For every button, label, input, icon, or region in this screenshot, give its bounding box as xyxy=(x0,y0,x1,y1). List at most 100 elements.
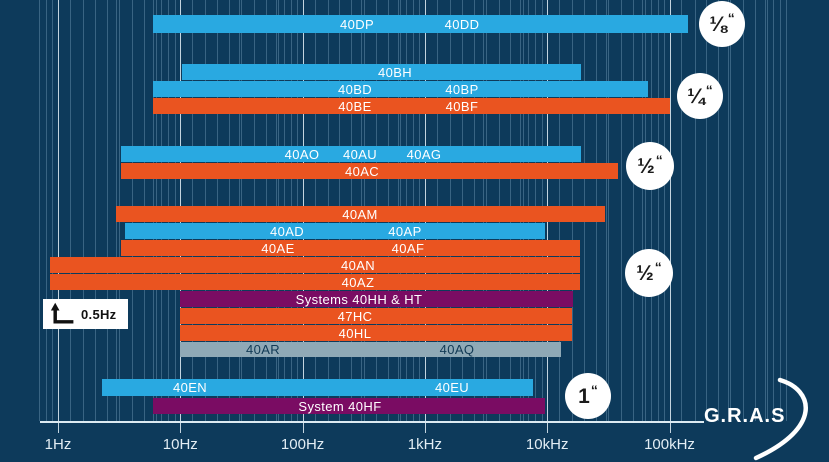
bar-40en-40eu: 40EN 40EU xyxy=(102,379,533,396)
gras-logo: G.R.A.S xyxy=(698,376,829,462)
bar-label: 40BE xyxy=(338,98,372,114)
bar-label: 40AG xyxy=(406,146,442,162)
annotation-text: 0.5Hz xyxy=(81,306,117,322)
bar-label: 40EN xyxy=(172,380,208,395)
size-badge: ½ “ xyxy=(625,249,673,297)
grid-minor-line xyxy=(772,0,774,421)
bar-label: 40AC xyxy=(344,163,380,179)
gras-logo-arc-icon xyxy=(753,377,808,461)
bar-label: 47HC xyxy=(337,308,373,324)
grid-minor-line xyxy=(663,0,665,421)
bar-40am: 40AM xyxy=(116,206,605,222)
inch-mark: “ xyxy=(727,10,735,26)
size-badge: ½ “ xyxy=(626,142,674,190)
axis-tick-label: 10kHz xyxy=(525,436,569,453)
grid-minor-line xyxy=(52,0,54,421)
grid-minor-line xyxy=(620,0,622,421)
bar-label: 40DD xyxy=(444,16,480,32)
size-badge: ⅛ “ xyxy=(699,1,745,47)
grid-minor-line xyxy=(46,0,48,421)
bar-label: 40EU xyxy=(434,380,470,395)
grid-minor-line xyxy=(730,0,732,421)
bar-label: 40AE xyxy=(261,240,295,256)
bar-label: Systems 40HH & HT xyxy=(295,291,423,307)
bar-label: 40AM xyxy=(342,206,378,222)
axis-tick-label: 100kHz xyxy=(644,436,695,453)
grid-minor-line xyxy=(706,0,708,421)
bar-40ar-40aq: 40AR 40AQ xyxy=(180,342,561,357)
inch-mark: “ xyxy=(590,382,598,398)
grid-minor-line xyxy=(743,0,745,421)
grid-minor-line xyxy=(755,0,756,421)
bar-40ad-40ap: 40AD 40AP xyxy=(125,223,545,239)
size-badge-fraction: ⅛ xyxy=(709,12,727,36)
inch-mark: “ xyxy=(654,259,662,275)
grid-decade-line xyxy=(669,0,671,433)
bar-40bd-40bp: 40BD 40BP xyxy=(153,81,648,97)
grid-minor-line xyxy=(632,0,634,421)
grid-decade-line xyxy=(58,0,59,433)
bar-40bh: 40BH xyxy=(182,64,581,80)
grid-minor-line xyxy=(39,0,41,421)
bar-label: 40DP xyxy=(339,16,375,32)
bar-label: 40BP xyxy=(445,81,479,97)
grid-minor-line xyxy=(764,0,766,421)
bar-40an: 40AN xyxy=(50,257,580,273)
size-badge-fraction: ½ xyxy=(636,261,654,285)
axis-tick-label: 10Hz xyxy=(162,436,198,453)
bend-up-arrow-icon xyxy=(50,302,74,324)
bar-label: 40AF xyxy=(391,240,425,256)
grid-minor-line xyxy=(657,0,659,421)
bar-47hc: 47HC xyxy=(180,308,572,324)
bar-label: 40AO xyxy=(284,146,320,162)
axis-tick-label: 1Hz xyxy=(44,436,72,453)
grid-minor-line xyxy=(727,0,729,421)
bar-label: 40AR xyxy=(245,342,281,357)
grid-minor-line xyxy=(83,0,84,421)
bar-label: 40AP xyxy=(388,223,422,239)
size-badge-fraction: ¼ xyxy=(687,84,705,108)
axis-tick-label: 100Hz xyxy=(280,436,325,453)
bar-label: 40BF xyxy=(445,98,479,114)
grid-minor-line xyxy=(681,0,683,421)
bar-label: System 40HF xyxy=(298,398,382,414)
bar-systems-40hh-ht: Systems 40HH & HT xyxy=(180,291,573,307)
grid-minor-line xyxy=(642,0,644,421)
bar-40ac: 40AC xyxy=(121,163,618,179)
bar-label: 40AN xyxy=(340,257,376,273)
inch-mark: “ xyxy=(655,152,663,168)
low-frequency-annotation: 0.5Hz xyxy=(43,299,128,329)
grid-minor-line xyxy=(779,0,781,421)
bar-label: 40BD xyxy=(337,81,373,97)
inch-mark: “ xyxy=(705,82,713,98)
bar-label: 40BH xyxy=(377,64,413,80)
axis-baseline xyxy=(40,421,704,423)
bar-label: 40AU xyxy=(342,146,378,162)
size-badge-fraction: 1 xyxy=(578,384,590,408)
bar-label: 40AD xyxy=(269,223,305,239)
grid-minor-line xyxy=(94,0,96,421)
size-badge-fraction: ½ xyxy=(637,154,655,178)
bar-40hl: 40HL xyxy=(180,325,572,341)
grid-minor-line xyxy=(650,0,652,421)
bar-40az: 40AZ xyxy=(50,274,580,290)
bar-40be-40bf: 40BE 40BF xyxy=(153,98,670,114)
grid-minor-line xyxy=(69,0,71,421)
bar-40ao-40au-40ag: 40AO 40AU 40AG xyxy=(121,146,581,162)
bar-40dp-40dd: 40DP 40DD xyxy=(153,15,688,33)
grid-minor-line xyxy=(645,0,646,421)
bar-label: 40AZ xyxy=(341,274,375,290)
bar-label: 40AQ xyxy=(439,342,475,357)
grid-minor-line xyxy=(767,0,769,421)
size-badge: 1 “ xyxy=(565,373,611,419)
axis-tick-label: 1kHz xyxy=(407,436,442,453)
bar-system-40hf: System 40HF xyxy=(153,398,545,414)
grid-minor-line xyxy=(786,0,788,421)
grid-minor-line xyxy=(694,0,696,421)
bar-40ae-40af: 40AE 40AF xyxy=(121,240,580,256)
grid-minor-line xyxy=(718,0,720,421)
grid-minor-line xyxy=(605,0,607,421)
size-badge: ¼ “ xyxy=(677,73,723,119)
gras-logo-text: G.R.A.S xyxy=(704,405,786,427)
